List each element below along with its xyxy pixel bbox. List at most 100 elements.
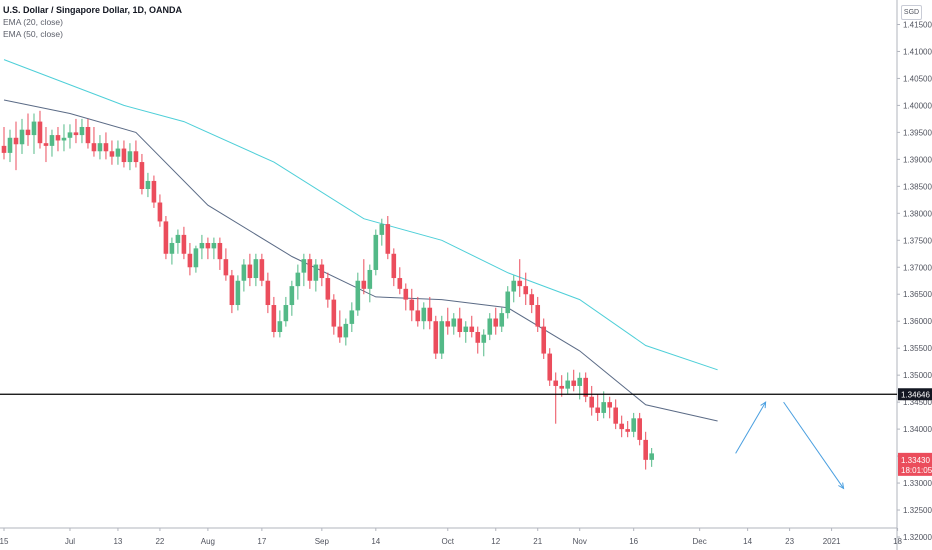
- candle-up: [505, 291, 511, 314]
- candle-down: [613, 407, 618, 424]
- time-tick-label: 13: [113, 537, 122, 546]
- candle-down: [493, 318, 499, 327]
- candle-down: [571, 380, 577, 386]
- time-tick-label: 16: [629, 537, 638, 546]
- time-axis[interactable]: 15 Jul 13 22 Aug 17 Sep 14 Oct 12 21 Nov 16 Dec 14 23 20…: [0, 527, 903, 546]
- candle-down: [109, 151, 115, 157]
- countdown-label: 18:01:05: [901, 466, 932, 475]
- price-tick-label: 1.40500: [903, 74, 932, 83]
- candle-down: [91, 143, 97, 152]
- candle-down: [85, 126, 91, 144]
- candle-up: [67, 132, 73, 138]
- price-tick-label: 1.37500: [903, 236, 932, 245]
- candle-down: [517, 280, 523, 287]
- candle-up: [283, 305, 289, 322]
- candle-down: [43, 143, 49, 146]
- time-tick-label: 14: [743, 537, 752, 546]
- candle-up: [373, 234, 379, 270]
- price-tick-label: 1.40000: [903, 101, 932, 110]
- candle-up: [115, 148, 121, 157]
- candle-down: [529, 294, 535, 306]
- price-tick-label: 1.35000: [903, 371, 932, 380]
- candle-down: [469, 326, 475, 332]
- candle-down: [583, 377, 589, 397]
- candle-down: [217, 242, 223, 260]
- time-tick-label: 22: [155, 537, 164, 546]
- candle-down: [319, 264, 325, 279]
- time-tick-label: 21: [533, 537, 542, 546]
- candle-down: [307, 259, 313, 281]
- time-tick-label: 12: [491, 537, 500, 546]
- candle-down: [205, 242, 211, 249]
- time-tick-label: 18: [893, 537, 902, 546]
- currency-button[interactable]: SGD: [901, 5, 922, 20]
- candle-up: [277, 321, 283, 332]
- legend-ema50: EMA (50, close): [3, 29, 63, 39]
- candle-down: [331, 299, 337, 327]
- candle-up: [253, 259, 259, 279]
- candle-down: [133, 151, 139, 163]
- candle-down: [163, 221, 169, 254]
- candle-down: [229, 275, 235, 306]
- candle-down: [223, 259, 229, 276]
- price-tick-label: 1.36000: [903, 317, 932, 326]
- arrow-line: [735, 401, 767, 454]
- price-tick-label: 1.38000: [903, 209, 932, 218]
- candle-up: [145, 180, 151, 190]
- price-tick-label: 1.32000: [903, 533, 932, 542]
- candle-up: [367, 269, 373, 289]
- candle-down: [55, 135, 61, 141]
- hline-price-label: 1.34646: [901, 390, 930, 399]
- candle-down: [361, 280, 367, 289]
- candlestick-series: [1, 110, 654, 470]
- candle-up: [49, 135, 55, 146]
- candle-up: [451, 318, 457, 327]
- arrow-line: [783, 401, 844, 489]
- candle-down: [1, 145, 7, 153]
- price-tick-label: 1.35500: [903, 344, 932, 353]
- last-price-label: 1.33430: [901, 456, 930, 465]
- candle-down: [151, 180, 157, 203]
- projection-arrows[interactable]: [735, 401, 845, 490]
- candle-down: [637, 418, 642, 440]
- candle-down: [259, 259, 265, 281]
- candle-down: [607, 402, 612, 408]
- candle-down: [595, 407, 601, 413]
- candle-up: [481, 334, 487, 343]
- candle-down: [589, 396, 595, 408]
- candle-down: [247, 264, 253, 279]
- candle-down: [619, 423, 624, 430]
- candle-up: [235, 280, 241, 306]
- candle-up: [295, 272, 301, 287]
- candle-down: [457, 318, 463, 332]
- candle-down: [553, 380, 559, 386]
- candle-down: [187, 253, 193, 268]
- candle-up: [19, 129, 25, 145]
- ema50-series: [3, 59, 718, 371]
- candle-down: [121, 148, 127, 163]
- arrow-head: [760, 401, 767, 409]
- candle-down: [325, 278, 331, 300]
- candle-up: [169, 242, 175, 254]
- candle-down: [535, 305, 541, 327]
- candle-up: [193, 248, 199, 268]
- last-price-tag: [898, 452, 932, 476]
- candle-down: [415, 310, 421, 322]
- price-tick-label: 1.41500: [903, 20, 932, 29]
- candle-down: [181, 234, 187, 254]
- candle-down: [37, 121, 43, 144]
- legend-ema20: EMA (20, close): [3, 17, 63, 27]
- candle-up: [487, 318, 493, 335]
- candle-down: [337, 326, 343, 338]
- price-tick-label: 1.32500: [903, 506, 932, 515]
- ema20-series: [3, 99, 718, 422]
- time-tick-label: Nov: [573, 537, 587, 546]
- candle-up: [79, 126, 85, 136]
- time-tick-label: Sep: [315, 537, 330, 546]
- candle-up: [61, 137, 67, 141]
- legend-title: U.S. Dollar / Singapore Dollar, 1D, OAND…: [3, 5, 183, 15]
- price-tick-label: 1.41000: [903, 47, 932, 56]
- candle-up: [565, 380, 571, 389]
- candle-up: [7, 137, 13, 153]
